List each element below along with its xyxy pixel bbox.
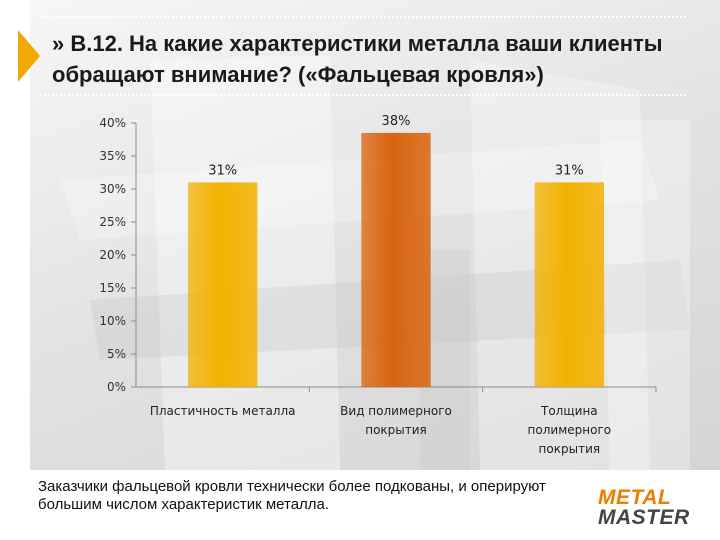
bar [361, 132, 431, 387]
y-tick-label: 10% [99, 314, 126, 328]
x-axis [136, 386, 657, 392]
data-label: 31% [555, 163, 584, 178]
logo-master-text: MASTER [598, 506, 690, 529]
y-tick-label: 0% [107, 380, 126, 394]
footer-text: Заказчики фальцевой кровли технически бо… [38, 478, 546, 513]
title-arrow-icon [18, 30, 40, 82]
metal-master-logo: METAL MASTER [598, 486, 710, 532]
bar [534, 182, 604, 387]
y-tick-label: 5% [107, 347, 126, 361]
slide-title: » В.12. На какие характеристики металла … [52, 31, 663, 87]
category-label: Толщина [540, 404, 598, 418]
category-label: Пластичность металла [150, 404, 296, 418]
left-white-strip [0, 0, 30, 540]
category-label: покрытия [365, 423, 427, 437]
y-tick-label: 40% [99, 116, 126, 130]
y-tick-label: 35% [99, 149, 126, 163]
logo-metal-text: METAL [598, 486, 672, 509]
data-labels: 31% 38% 31% [208, 114, 584, 178]
category-label: полимерного [528, 423, 612, 437]
category-label: Вид полимерного [340, 404, 452, 418]
y-tick-label: 25% [99, 215, 126, 229]
category-label: покрытия [539, 442, 601, 456]
bar-chart: 0% 5% 10% 15% 20% 25% 30% 35% 40% 31% 38% 31% Плас… [99, 114, 657, 456]
top-dotted-divider [40, 16, 686, 18]
bar [188, 182, 258, 387]
title-dotted-divider [40, 94, 686, 96]
y-tick-label: 20% [99, 248, 126, 262]
y-tick-label: 15% [99, 281, 126, 295]
category-labels: Пластичность металла Вид полимерного покры… [150, 404, 611, 456]
data-label: 38% [382, 114, 411, 129]
footer-panel [0, 470, 720, 540]
y-tick-label: 30% [99, 182, 126, 196]
bars [188, 132, 604, 387]
y-axis: 0% 5% 10% 15% 20% 25% 30% 35% 40% [99, 116, 137, 394]
data-label: 31% [208, 163, 237, 178]
